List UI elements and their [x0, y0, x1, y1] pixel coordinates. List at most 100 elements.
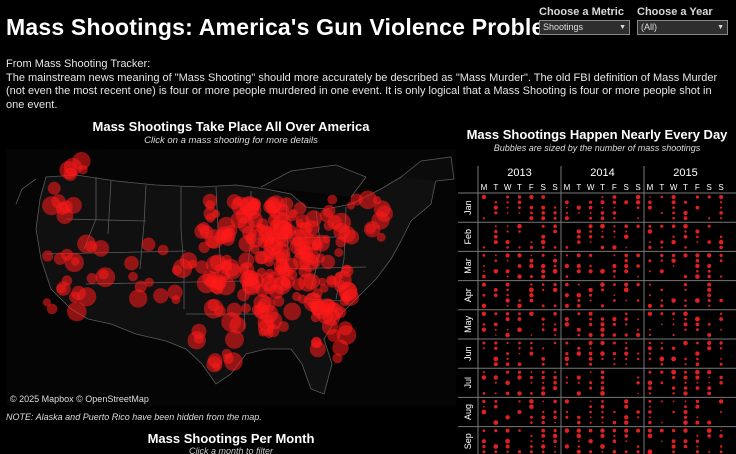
day-dot[interactable] [624, 200, 629, 205]
day-dot[interactable] [671, 258, 676, 263]
day-dot[interactable] [577, 283, 580, 286]
day-dot[interactable] [684, 328, 687, 331]
day-dot[interactable] [494, 429, 498, 433]
day-dot[interactable] [588, 428, 593, 433]
incident-bubble[interactable] [68, 291, 81, 303]
day-dot[interactable] [647, 428, 652, 433]
day-dot[interactable] [695, 351, 700, 356]
day-dot[interactable] [506, 294, 509, 297]
day-dot[interactable] [696, 416, 699, 419]
day-dot[interactable] [565, 341, 569, 345]
day-dot[interactable] [541, 362, 545, 366]
day-dot[interactable] [518, 400, 521, 403]
day-dot[interactable] [542, 323, 545, 326]
day-dot[interactable] [589, 450, 593, 454]
day-dot[interactable] [577, 235, 581, 239]
day-dot[interactable] [541, 304, 545, 308]
day-dot[interactable] [601, 381, 604, 385]
day-dot[interactable] [707, 240, 711, 244]
day-dot[interactable] [518, 347, 521, 350]
day-dot[interactable] [660, 312, 664, 316]
day-dot[interactable] [661, 421, 663, 424]
day-dot[interactable] [600, 386, 605, 390]
day-dot[interactable] [482, 371, 485, 374]
day-dot[interactable] [719, 347, 723, 350]
us-map[interactable]: © 2025 Mapbox © OpenStreetMap [6, 149, 456, 406]
day-dot[interactable] [505, 312, 510, 316]
day-dot[interactable] [600, 211, 605, 215]
day-dot[interactable] [577, 312, 581, 316]
day-dot[interactable] [494, 328, 497, 331]
incident-bubble[interactable] [206, 235, 220, 249]
day-dot[interactable] [506, 275, 509, 278]
day-dot[interactable] [625, 230, 628, 233]
day-dot[interactable] [719, 434, 723, 438]
day-dot[interactable] [600, 404, 605, 409]
day-dot[interactable] [660, 211, 663, 214]
day-dot[interactable] [565, 410, 568, 414]
day-dot[interactable] [517, 375, 522, 380]
incident-bubble[interactable] [199, 225, 214, 239]
day-dot[interactable] [695, 253, 700, 258]
incident-bubble[interactable] [67, 301, 87, 322]
day-dot[interactable] [554, 371, 557, 374]
day-dot[interactable] [695, 362, 700, 366]
day-dot[interactable] [708, 304, 711, 307]
day-dot[interactable] [636, 428, 641, 433]
day-dot[interactable] [564, 263, 570, 269]
day-dot[interactable] [683, 415, 688, 419]
day-dot[interactable] [600, 322, 605, 327]
day-dot[interactable] [707, 370, 712, 375]
day-dot[interactable] [707, 346, 712, 351]
incident-bubbles[interactable] [42, 152, 394, 373]
day-dot[interactable] [541, 195, 546, 199]
day-dot[interactable] [648, 259, 652, 263]
incident-bubble[interactable] [179, 252, 198, 270]
day-dot[interactable] [612, 211, 617, 215]
day-dot[interactable] [565, 352, 569, 356]
day-dot[interactable] [624, 253, 628, 258]
day-dot[interactable] [696, 241, 699, 243]
day-dot[interactable] [494, 254, 497, 257]
day-dot[interactable] [541, 357, 546, 361]
day-dot[interactable] [671, 369, 676, 375]
day-dot[interactable] [494, 381, 497, 384]
day-dot[interactable] [649, 196, 651, 198]
day-dot[interactable] [482, 392, 486, 395]
day-dot[interactable] [517, 327, 522, 332]
day-dot[interactable] [494, 399, 498, 403]
day-dot[interactable] [647, 303, 652, 308]
day-dot[interactable] [601, 288, 604, 292]
day-dot[interactable] [624, 450, 628, 454]
day-dot[interactable] [720, 275, 723, 278]
day-dot[interactable] [553, 341, 557, 345]
day-dot[interactable] [613, 363, 616, 366]
day-dot[interactable] [623, 234, 629, 240]
day-dot[interactable] [518, 246, 521, 249]
day-dot[interactable] [683, 340, 688, 346]
day-dot[interactable] [588, 333, 593, 337]
day-dot[interactable] [494, 346, 498, 350]
incident-bubble[interactable] [251, 304, 263, 315]
day-dot[interactable] [589, 230, 592, 233]
day-dot[interactable] [707, 253, 712, 258]
day-dot[interactable] [518, 230, 521, 233]
day-dot[interactable] [553, 224, 557, 228]
day-dot[interactable] [576, 205, 581, 210]
day-dot[interactable] [517, 274, 522, 279]
day-dot[interactable] [517, 391, 522, 396]
day-dot[interactable] [719, 201, 723, 204]
day-dot[interactable] [541, 253, 545, 257]
day-dot[interactable] [506, 201, 509, 204]
day-dot[interactable] [577, 299, 581, 302]
incident-bubble[interactable] [292, 291, 302, 302]
day-dot[interactable] [506, 304, 509, 307]
day-dot[interactable] [482, 444, 486, 449]
day-dot[interactable] [494, 341, 498, 345]
day-dot[interactable] [552, 268, 558, 274]
day-dot[interactable] [529, 415, 533, 419]
day-dot[interactable] [505, 332, 510, 338]
day-dot[interactable] [637, 416, 640, 419]
day-dot[interactable] [695, 258, 700, 263]
day-dot[interactable] [588, 224, 593, 229]
